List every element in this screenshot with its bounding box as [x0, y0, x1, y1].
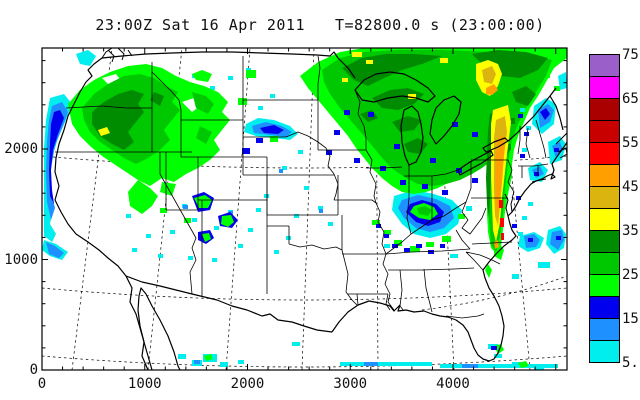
radar-region-ohio-valley-cells	[372, 203, 465, 252]
x-tick-label: 3000	[333, 376, 368, 392]
radar-region-florida-atlantic-cells	[450, 226, 566, 370]
x-tick-label: 0	[37, 376, 47, 392]
colorbar-tick-label: 15.	[622, 311, 640, 327]
radar-region-newengland-cells	[532, 104, 563, 178]
title-datetime: 23:00Z Sat 16 Apr 2011	[95, 16, 305, 34]
radar-region-clear-holes	[102, 74, 450, 182]
radar-region-gulf-bottom-strips	[292, 342, 558, 368]
x-tick-label: 1000	[127, 376, 162, 392]
radar-layer	[42, 48, 567, 370]
colorbar-box	[589, 186, 620, 209]
colorbar-box	[589, 120, 620, 143]
colorbar-tick-label: 25.	[622, 267, 640, 283]
radar-region-pacific-coast-fringe	[42, 50, 96, 260]
colorbar-box	[589, 98, 620, 121]
colorbar-tick-label: 55.	[622, 135, 640, 151]
long-island	[531, 178, 547, 183]
colorbar-tick-label: 45.	[622, 179, 640, 195]
radar-region-ontario-yellow-blob	[342, 52, 502, 99]
canada-border	[101, 51, 356, 79]
radar-region-ontario-orange	[486, 84, 498, 95]
radar-region-band-core-green	[486, 110, 515, 218]
radar-region-newengland-maritime-fringe	[518, 72, 567, 236]
colorbar-box	[589, 340, 620, 363]
gulf-of-california-coast	[137, 287, 181, 370]
colorbar	[589, 54, 620, 363]
colorbar-box	[589, 252, 620, 275]
x-tick-label: 2000	[230, 376, 265, 392]
colorbar-box	[589, 230, 620, 253]
colorbar-tick-label: 65.	[622, 91, 640, 107]
radar-region-quebec-cores	[472, 50, 548, 160]
colorbar-tick-label: 75.	[622, 47, 640, 63]
mexico-border	[125, 275, 333, 333]
colorbar-box	[589, 76, 620, 99]
axis-ticks	[41, 48, 567, 371]
colorbar-box	[589, 142, 620, 165]
gulf-atlantic-coast	[331, 141, 567, 362]
colorbar-box	[589, 208, 620, 231]
figure-title: 23:00Z Sat 16 Apr 2011 T=82800.0 s (23:00…	[0, 16, 640, 34]
title-model-time: T=82800.0 s (23:00:00)	[335, 16, 545, 34]
colorbar-box	[589, 318, 620, 341]
st-lawrence-border	[507, 87, 564, 142]
lake-huron	[429, 95, 462, 145]
colorbar-tick-label: 35.	[622, 223, 640, 239]
y-tick-label: 2000	[4, 141, 38, 157]
y-tick-label: 1000	[4, 251, 38, 268]
radar-region-ky-inner	[417, 206, 432, 216]
radar-region-ontario-gold	[482, 66, 496, 84]
radar-region-atlantic-cells	[524, 230, 564, 250]
radar-region-northwest-cores	[92, 90, 164, 150]
colorbar-box	[589, 164, 620, 187]
colorbar-box	[589, 296, 620, 319]
radar-region-pacific-coast-core	[49, 110, 64, 204]
y-tick-label: 0	[29, 362, 38, 378]
lake-michigan	[400, 105, 424, 166]
axes-frame	[41, 47, 568, 371]
bc-coast-islands	[101, 48, 133, 63]
pacific-baja-coast	[54, 57, 149, 370]
colorbar-box	[589, 54, 620, 77]
state-borders-layer	[55, 55, 549, 319]
colorbar-box	[589, 274, 620, 297]
radar-region-sd-core	[260, 125, 284, 134]
colorbar-tick-label: 5.	[622, 355, 639, 371]
radar-region-band-red-cells	[499, 200, 504, 240]
lake-superior	[354, 71, 436, 103]
radar-region-oregon-yellow-fleck	[98, 127, 110, 136]
chesapeake-bay	[504, 193, 514, 217]
radar-region-band-orange	[494, 135, 504, 249]
x-tick-label: 4000	[436, 376, 470, 392]
